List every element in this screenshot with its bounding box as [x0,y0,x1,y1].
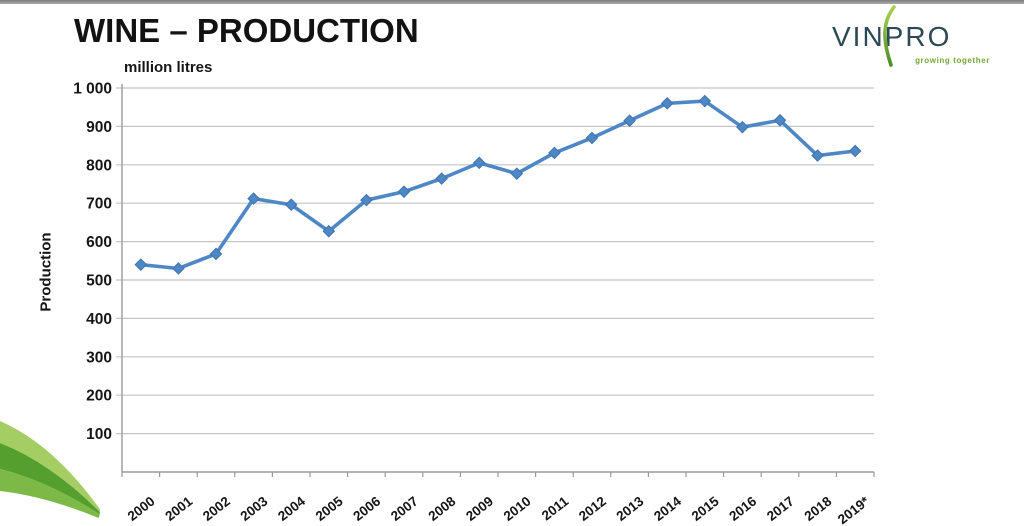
data-point-marker [698,94,712,108]
y-tick-label: 200 [86,388,112,405]
data-point-marker [585,131,599,145]
x-tick-label: 2000 [125,494,158,524]
x-tick-label: 2008 [426,493,459,524]
y-tick-label: 700 [86,196,112,213]
x-tick-label: 2018 [802,493,835,524]
x-tick-label: 2012 [576,494,609,524]
data-point-marker [660,97,674,110]
data-point-marker [134,258,148,271]
vinpro-logo-text: VINPRO [832,21,952,52]
data-point-marker [510,167,524,180]
vine-leaf-icon [883,5,896,67]
y-tick-label: 800 [86,157,112,174]
data-point-marker [322,224,336,238]
y-tick-label: 400 [86,311,112,328]
data-point-marker [172,262,185,275]
data-point-marker [773,113,787,127]
axes [121,84,875,477]
data-point-markers [134,94,862,275]
y-tick-label: 600 [86,234,112,251]
green-swoosh-decoration [0,421,100,518]
production-series-line [139,99,858,271]
y-tick-label: 1 000 [73,81,112,98]
x-tick-label: 2011 [539,493,572,523]
x-tick-label: 2006 [350,493,383,524]
x-tick-label: 2016 [726,493,759,524]
data-point-marker [247,192,260,205]
gridlines [116,87,874,435]
swoosh-dark-band [0,443,100,515]
data-point-marker [472,156,486,170]
y-tick-label: 300 [86,349,112,366]
x-tick-label: 2007 [388,494,421,524]
top-border-bar [0,0,1024,4]
data-point-marker [623,114,636,127]
data-point-marker [397,185,411,198]
x-tick-label: 2002 [200,494,233,524]
y-axis-tick-labels: 100 200 300 400 500 600 700 800 900 1 000 [73,81,112,444]
slide-title: WINE – PRODUCTION [74,12,419,49]
x-tick-label: 2017 [764,494,797,524]
data-point-marker [811,149,824,162]
data-point-marker [209,247,223,261]
data-point-marker [548,146,561,160]
x-tick-label: 2005 [313,493,346,524]
data-point-marker [435,172,448,185]
x-tick-label: 2003 [238,493,271,524]
data-point-marker [848,144,862,158]
x-tick-label: 2013 [614,493,647,524]
x-tick-label: 2004 [275,493,308,524]
vinpro-logo: VINPRO growing together [832,5,990,73]
y-tick-label: 100 [86,426,112,443]
chart-units-label: million litres [124,59,213,76]
data-point-marker [360,193,373,207]
x-tick-label: 2019* [835,493,873,526]
vinpro-logo-tagline: growing together [915,56,990,65]
data-point-marker [284,198,298,212]
swoosh-mid-band [0,469,100,518]
x-tick-label: 2010 [501,494,534,524]
x-axis-tick-labels: 2000 2001 2002 2003 2004 2005 2006 2007 2008 2009… [125,493,873,526]
x-tick-label: 2014 [651,493,684,524]
x-tick-label: 2009 [463,494,496,524]
x-tick-label: 2001 [162,493,195,524]
swoosh-light-band [0,421,100,512]
x-tick-label: 2015 [689,493,722,524]
data-point-marker [736,120,749,134]
y-tick-label: 900 [86,119,112,136]
y-tick-label: 500 [86,273,112,290]
